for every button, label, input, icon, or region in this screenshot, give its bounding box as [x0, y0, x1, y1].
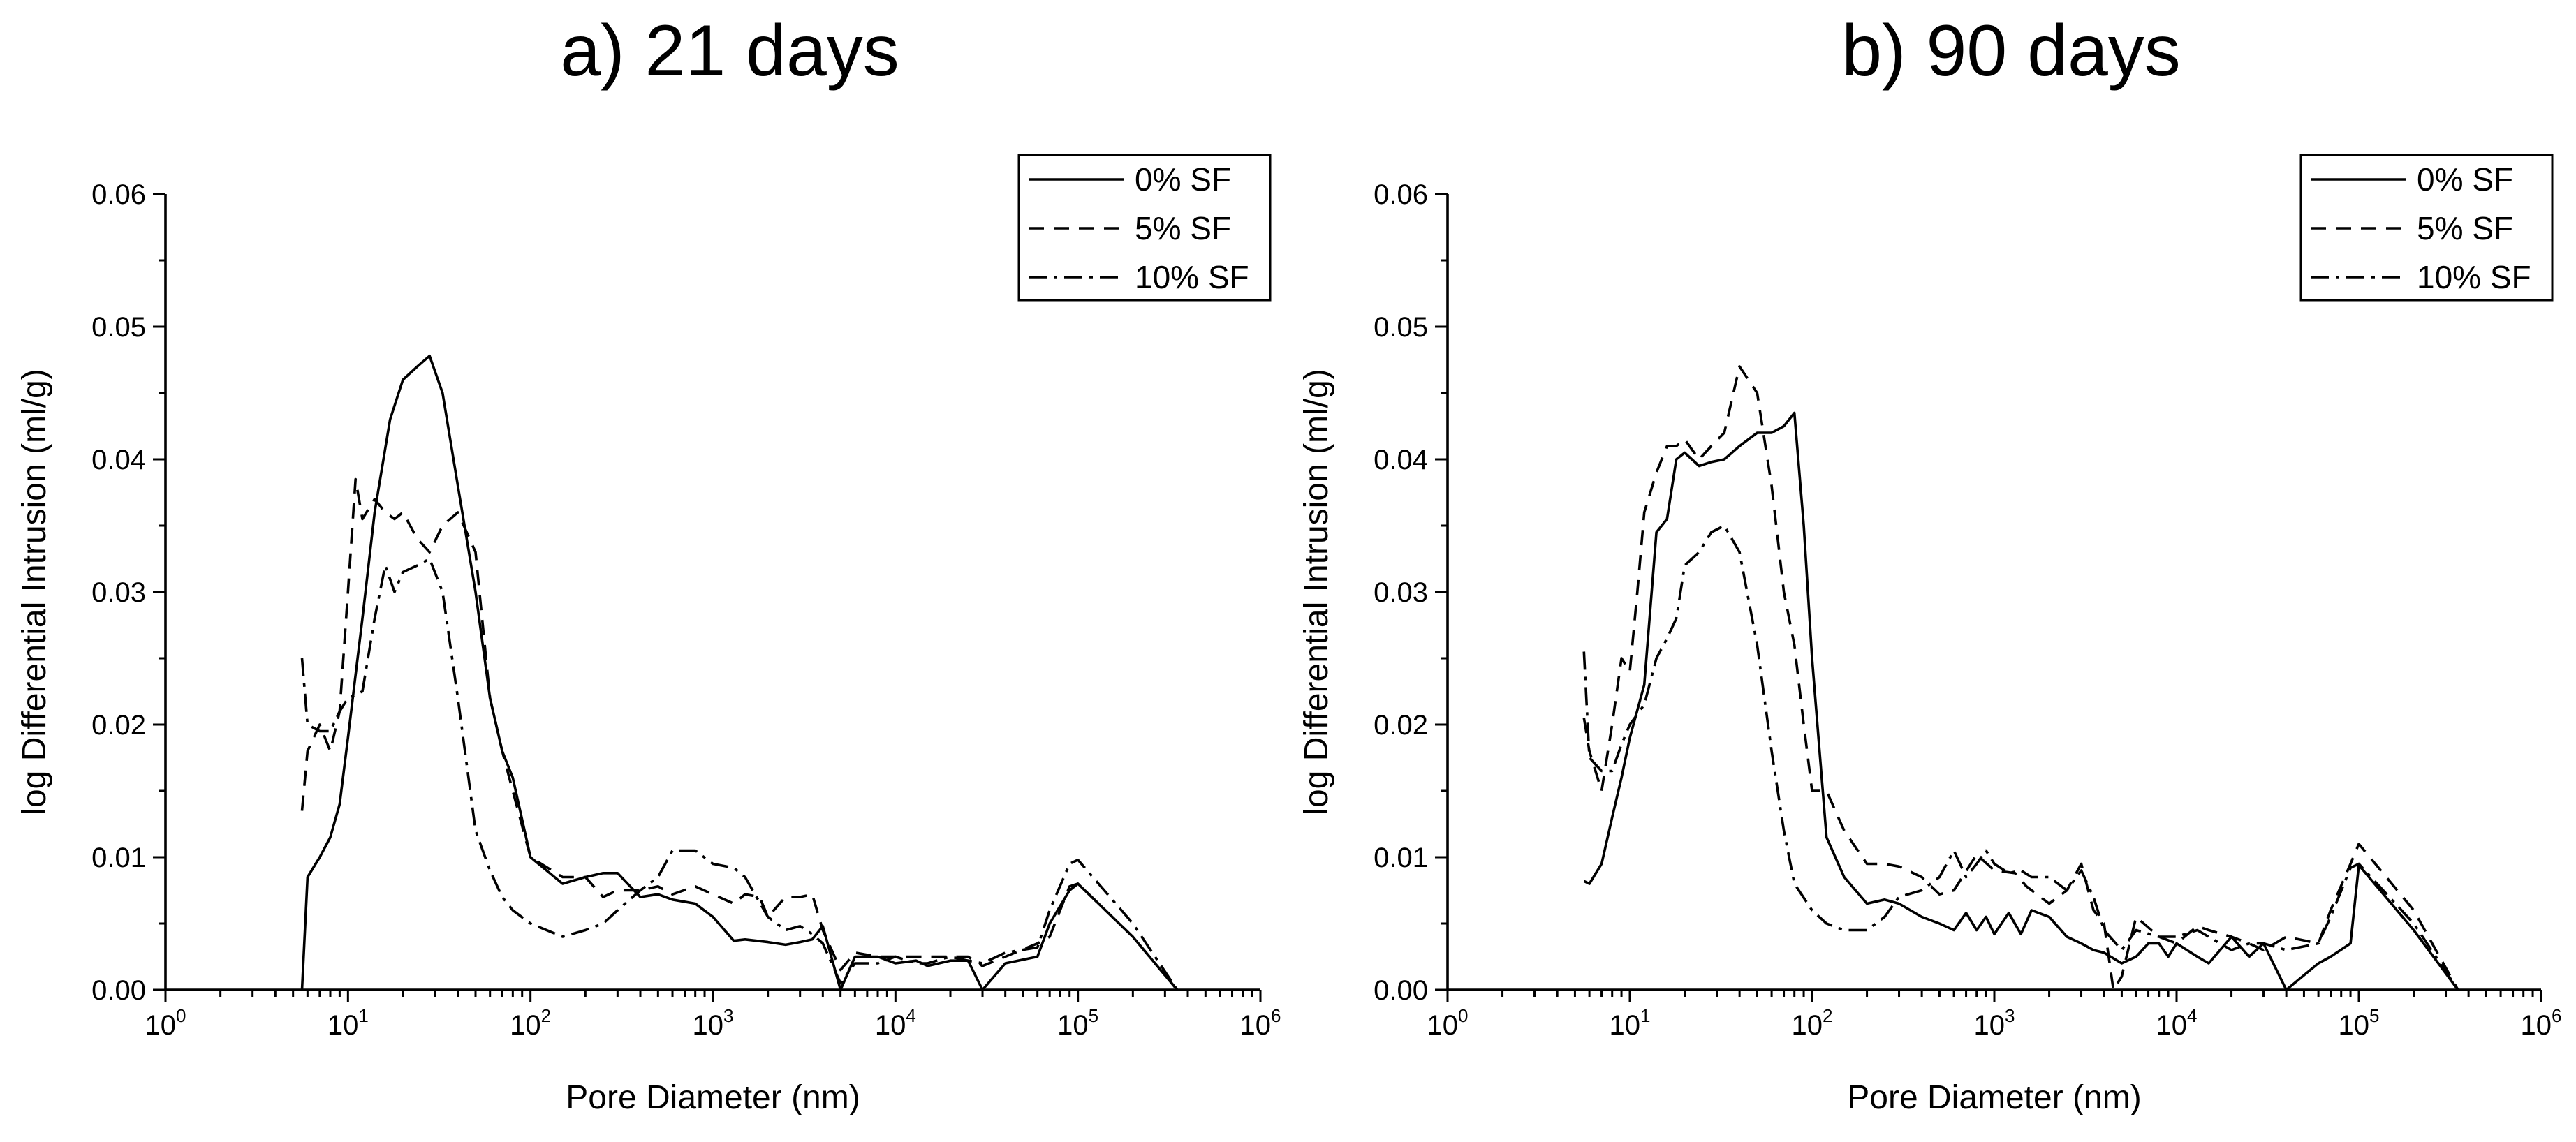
- y-tick-label: 0.06: [91, 179, 146, 210]
- x-tick-label: 101: [1610, 1005, 1651, 1041]
- y-tick-label: 0.04: [1374, 445, 1428, 475]
- legend-label: 10% SF: [1135, 259, 1249, 295]
- legend-label: 10% SF: [2417, 259, 2531, 295]
- y-tick-label: 0.06: [1374, 179, 1428, 210]
- chart-title: a) 21 days: [560, 10, 899, 91]
- series-line-5-sf: [300, 477, 1179, 991]
- y-tick-label: 0.00: [1374, 975, 1428, 1006]
- y-tick-label: 0.05: [1374, 312, 1428, 343]
- y-axis-title: log Differential Intrusion (ml/g): [16, 369, 53, 815]
- series-line-5-sf: [1582, 365, 2459, 991]
- x-tick-label: 103: [693, 1005, 734, 1041]
- series-line-0-sf: [1583, 411, 2459, 991]
- x-tick-label: 101: [327, 1005, 369, 1041]
- x-tick-label: 102: [510, 1005, 551, 1041]
- x-tick-label: 102: [1792, 1005, 1833, 1041]
- x-axis-title: Pore Diameter (nm): [1847, 1079, 2141, 1116]
- series-line-10-sf: [1582, 524, 2459, 991]
- chart-b-90-days: b) 90 days 100 101 102 103 104 105 106 0.00 0.01 0…: [1298, 10, 2561, 1116]
- y-tick-label: 0.03: [91, 577, 146, 608]
- y-tick-label: 0.00: [91, 975, 146, 1006]
- x-tick-label: 104: [875, 1005, 916, 1041]
- x-tick-label: 100: [1427, 1005, 1469, 1041]
- legend-label: 5% SF: [2417, 210, 2513, 246]
- legend-label: 0% SF: [1135, 161, 1231, 198]
- legend: 0% SF 5% SF 10% SF: [1017, 154, 1272, 302]
- y-tick-label: 0.03: [1374, 577, 1428, 608]
- y-tick-label: 0.02: [91, 710, 146, 741]
- x-tick-label: 100: [145, 1005, 186, 1041]
- x-tick-label: 106: [2521, 1005, 2562, 1041]
- y-tick-label: 0.02: [1374, 710, 1428, 741]
- series-line-10-sf: [300, 557, 1179, 991]
- x-tick-label: 104: [2156, 1005, 2198, 1041]
- y-axis-title: log Differential Intrusion (ml/g): [1298, 369, 1335, 815]
- x-tick-label: 103: [1974, 1005, 2015, 1041]
- y-tick-label: 0.01: [91, 843, 146, 873]
- x-tick-label: 106: [1240, 1005, 1281, 1041]
- x-axis-title: Pore Diameter (nm): [566, 1079, 860, 1116]
- y-tick-label: 0.01: [1374, 843, 1428, 873]
- legend-label: 0% SF: [2417, 161, 2513, 198]
- legend: 0% SF 5% SF 10% SF: [2299, 154, 2554, 302]
- x-tick-label: 105: [2339, 1005, 2380, 1041]
- chart-title: b) 90 days: [1841, 10, 2181, 91]
- y-tick-label: 0.05: [91, 312, 146, 343]
- chart-a-21-days: a) 21 days 100 101 102 103 104 105 106 0.00 0.01 0…: [16, 10, 1281, 1116]
- y-tick-label: 0.04: [91, 445, 146, 475]
- legend-label: 5% SF: [1135, 210, 1231, 246]
- x-tick-label: 105: [1057, 1005, 1098, 1041]
- series-line-0-sf: [300, 354, 1179, 991]
